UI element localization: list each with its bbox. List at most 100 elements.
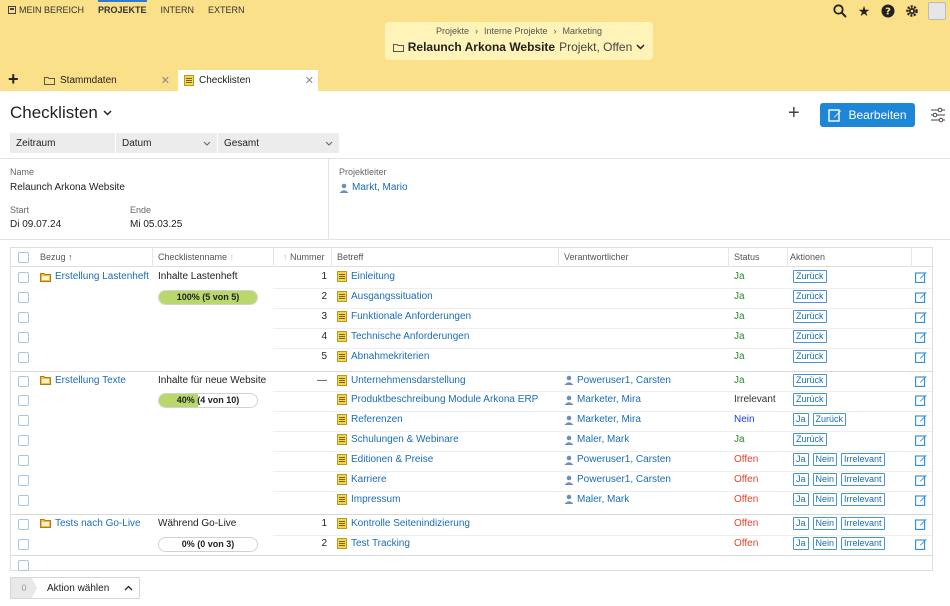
action-button-ja[interactable]: Ja	[793, 536, 809, 550]
breadcrumb-item[interactable]: Projekte	[435, 26, 469, 36]
action-button-zurck[interactable]: Zurück	[793, 329, 827, 343]
header-bezug[interactable]: Bezug ↑	[40, 252, 73, 262]
responsible-link[interactable]: Poweruser1, Carsten	[564, 375, 671, 386]
row-checkbox[interactable]	[18, 395, 29, 407]
settings-gear-icon[interactable]	[904, 3, 920, 19]
row-checkbox[interactable]	[18, 455, 29, 467]
betreff-link[interactable]: Einleitung	[337, 271, 395, 282]
header-status[interactable]: Status	[734, 252, 760, 262]
action-button-ja[interactable]: Ja	[793, 413, 809, 427]
table-row[interactable]: 100% (5 von 5) 2 Ausgangssituation Ja Zurück	[11, 287, 932, 308]
action-button-nein[interactable]: Nein	[812, 492, 838, 506]
header-checklistenname[interactable]: Checklistenname ↑	[158, 252, 235, 262]
table-row[interactable]: Referenzen Marketer, Mira Nein Ja Zurück	[11, 411, 932, 431]
row-checkbox[interactable]	[18, 415, 29, 427]
responsible-link[interactable]: Maler, Mark	[564, 494, 629, 505]
betreff-link[interactable]: Referenzen	[337, 414, 403, 426]
close-icon[interactable]: ✕	[304, 75, 314, 87]
row-checkbox[interactable]	[18, 435, 29, 447]
table-row[interactable]: 5 Abnahmekriterien Ja Zurück	[11, 347, 932, 368]
table-row[interactable]: Schulungen & Webinare Maler, Mark Ja Zurück	[11, 431, 932, 451]
table-row[interactable]: 4 Technische Anforderungen Ja Zurück	[11, 327, 932, 348]
betreff-link[interactable]: Editionen & Preise	[337, 454, 433, 466]
nav-intern[interactable]: INTERN	[161, 5, 195, 18]
edit-button[interactable]: Bearbeiten	[820, 103, 915, 127]
action-button-irrelevant[interactable]: Irrelevant	[841, 473, 885, 486]
edit-row-icon[interactable]	[915, 271, 927, 283]
edit-row-icon[interactable]	[915, 331, 927, 343]
betreff-link[interactable]: Schulungen & Webinare	[337, 434, 459, 446]
betreff-link[interactable]: Impressum	[337, 493, 400, 505]
breadcrumb-item[interactable]: Marketing	[562, 26, 603, 36]
edit-row-icon[interactable]	[915, 414, 927, 427]
betreff-link[interactable]: Technische Anforderungen	[337, 330, 469, 342]
betreff-link[interactable]: Test Tracking	[337, 537, 410, 549]
bezug-link[interactable]: Erstellung Lastenheft	[40, 271, 149, 282]
action-button-nein[interactable]: Nein	[812, 453, 838, 467]
action-button-ja[interactable]: Ja	[793, 473, 809, 486]
table-row[interactable]: Erstellung Texte Inhalte für neue Website…	[11, 372, 932, 392]
bulk-action-bar[interactable]: 0 Aktion wählen	[10, 577, 140, 599]
table-row[interactable]: Erstellung Lastenheft Inhalte Lastenheft 1…	[11, 268, 932, 288]
edit-row-icon[interactable]	[915, 351, 927, 363]
action-button-irrelevant[interactable]: Irrelevant	[841, 492, 885, 506]
page-title[interactable]: Checklisten	[10, 103, 112, 123]
responsible-link[interactable]: Marketer, Mira	[564, 414, 641, 425]
row-checkbox[interactable]	[18, 272, 29, 283]
responsible-link[interactable]: Poweruser1, Carsten	[564, 454, 671, 465]
row-checkbox[interactable]	[18, 538, 29, 550]
action-button-ja[interactable]: Ja	[793, 516, 809, 530]
row-checkbox[interactable]	[18, 475, 29, 486]
header-nummer[interactable]: ↑ Nummer	[283, 252, 325, 262]
action-button-zurck[interactable]: Zurück	[793, 373, 827, 387]
edit-row-icon[interactable]	[915, 291, 927, 303]
header-verantwortlicher[interactable]: Verantwortlicher	[564, 252, 629, 262]
add-button[interactable]: +	[788, 102, 800, 124]
action-button-zurck[interactable]: Zurück	[793, 289, 827, 303]
betreff-link[interactable]: Produktbeschreibung Module Arkona ERP	[337, 394, 538, 406]
table-row[interactable]: 40% (4 von 10) Produktbeschreibung Module…	[11, 391, 932, 411]
table-row[interactable]: 3 Funktionale Anforderungen Ja Zurück	[11, 307, 932, 328]
nav-mein-bereich[interactable]: MEIN BEREICH	[8, 5, 84, 18]
action-button-zurck[interactable]: Zurück	[793, 309, 827, 323]
edit-row-icon[interactable]	[915, 394, 927, 407]
close-icon[interactable]: ✕	[160, 75, 170, 87]
table-row[interactable]: Karriere Poweruser1, Carsten Offen Ja Nein Ir…	[11, 471, 932, 491]
edit-row-icon[interactable]	[915, 434, 927, 447]
responsible-link[interactable]: Maler, Mark	[564, 434, 629, 445]
tab-checklisten[interactable]: Checklisten ✕	[178, 70, 318, 91]
action-button-zurck[interactable]: Zurück	[812, 413, 847, 427]
table-row[interactable]: Impressum Maler, Mark Offen Ja Nein Irrelevan…	[11, 490, 932, 511]
betreff-link[interactable]: Ausgangssituation	[337, 290, 433, 302]
filter-zeitraum[interactable]: Zeitraum	[10, 133, 116, 153]
action-button-nein[interactable]: Nein	[812, 516, 838, 530]
project-title[interactable]: Relaunch Arkona Website Projekt, Offen	[385, 40, 653, 54]
search-icon[interactable]	[832, 3, 848, 19]
filter-datum[interactable]: Datum	[116, 133, 218, 153]
betreff-link[interactable]: Abnahmekriterien	[337, 350, 429, 362]
filter-gesamt[interactable]: Gesamt	[218, 133, 340, 153]
action-button-nein[interactable]: Nein	[812, 536, 838, 550]
edit-row-icon[interactable]	[915, 474, 927, 486]
row-checkbox[interactable]	[18, 351, 29, 363]
help-icon[interactable]: ?	[880, 3, 896, 19]
row-checkbox[interactable]	[18, 331, 29, 343]
add-tab-button[interactable]: +	[8, 69, 19, 89]
row-checkbox[interactable]	[18, 375, 29, 387]
edit-row-icon[interactable]	[915, 494, 927, 506]
select-all-checkbox[interactable]	[18, 252, 29, 263]
edit-row-icon[interactable]	[915, 311, 927, 323]
edit-row-icon[interactable]	[915, 538, 927, 550]
user-avatar[interactable]	[928, 2, 946, 20]
edit-row-icon[interactable]	[915, 454, 927, 467]
action-button-irrelevant[interactable]: Irrelevant	[841, 516, 885, 530]
action-button-irrelevant[interactable]: Irrelevant	[841, 453, 885, 467]
edit-row-icon[interactable]	[915, 375, 927, 387]
tab-stammdaten[interactable]: Stammdaten ✕	[38, 70, 174, 91]
nav-projekte[interactable]: PROJEKTE	[98, 0, 147, 18]
action-button-zurck[interactable]: Zurück	[793, 433, 827, 447]
sliders-icon[interactable]	[930, 107, 946, 123]
header-betreff[interactable]: Betreff	[337, 252, 364, 262]
row-checkbox[interactable]	[18, 559, 29, 571]
betreff-link[interactable]: Funktionale Anforderungen	[337, 310, 471, 322]
